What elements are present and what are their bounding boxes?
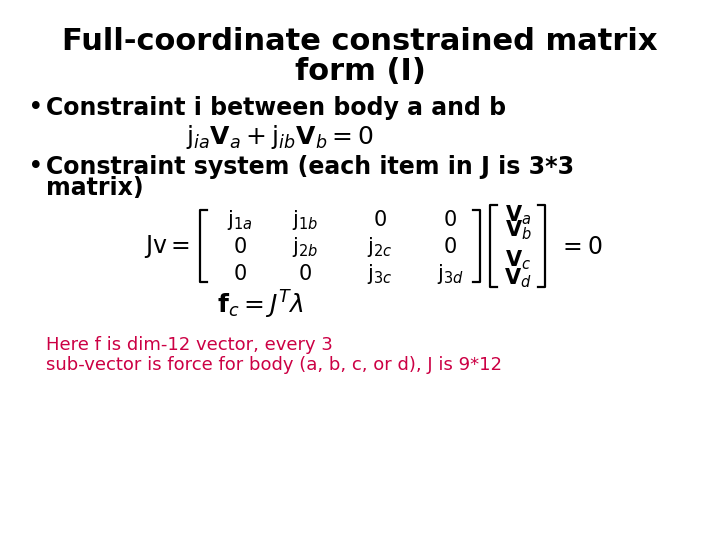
Text: $0$: $0$ xyxy=(233,237,247,257)
Text: $\mathrm{j}_{3d}$: $\mathrm{j}_{3d}$ xyxy=(436,262,464,286)
Text: $\mathbf{V}_c$: $\mathbf{V}_c$ xyxy=(505,248,531,272)
Text: $0$: $0$ xyxy=(443,237,457,257)
Text: $\mathbf{V}_b$: $\mathbf{V}_b$ xyxy=(505,218,531,242)
Text: $\mathrm{j}_{3c}$: $\mathrm{j}_{3c}$ xyxy=(367,262,392,286)
Text: Constraint system (each item in J is 3*3: Constraint system (each item in J is 3*3 xyxy=(46,155,574,179)
Text: matrix): matrix) xyxy=(46,176,143,200)
Text: Here f is dim-12 vector, every 3: Here f is dim-12 vector, every 3 xyxy=(46,336,333,354)
Text: Constraint i between body a and b: Constraint i between body a and b xyxy=(46,96,506,120)
Text: •: • xyxy=(28,154,44,180)
Text: $\mathrm{j}_{1b}$: $\mathrm{j}_{1b}$ xyxy=(292,208,318,232)
Text: $0$: $0$ xyxy=(233,264,247,284)
Text: $0$: $0$ xyxy=(373,210,387,230)
Text: $\mathbf{f}_c = J^T\lambda$: $\mathbf{f}_c = J^T\lambda$ xyxy=(217,289,303,321)
Text: $= 0$: $= 0$ xyxy=(558,235,603,259)
Text: $\mathbf{V}_a$: $\mathbf{V}_a$ xyxy=(505,203,531,227)
Text: $0$: $0$ xyxy=(298,264,312,284)
Text: $\mathrm{Jv} = $: $\mathrm{Jv} = $ xyxy=(144,233,190,260)
Text: $\mathrm{j}_{ia}\mathbf{V}_a + \mathrm{j}_{ib}\mathbf{V}_b = 0$: $\mathrm{j}_{ia}\mathbf{V}_a + \mathrm{j… xyxy=(186,123,374,151)
Text: $\mathbf{V}_d$: $\mathbf{V}_d$ xyxy=(504,266,532,290)
Text: sub-vector is force for body (a, b, c, or d), J is 9*12: sub-vector is force for body (a, b, c, o… xyxy=(46,356,502,374)
Text: $\mathrm{j}_{1a}$: $\mathrm{j}_{1a}$ xyxy=(228,208,253,232)
Text: $\mathrm{j}_{2b}$: $\mathrm{j}_{2b}$ xyxy=(292,235,318,259)
Text: form (I): form (I) xyxy=(294,57,426,86)
Text: $\mathrm{j}_{2c}$: $\mathrm{j}_{2c}$ xyxy=(367,235,392,259)
Text: $0$: $0$ xyxy=(443,210,457,230)
Text: Full-coordinate constrained matrix: Full-coordinate constrained matrix xyxy=(62,28,658,57)
Text: •: • xyxy=(28,95,44,121)
